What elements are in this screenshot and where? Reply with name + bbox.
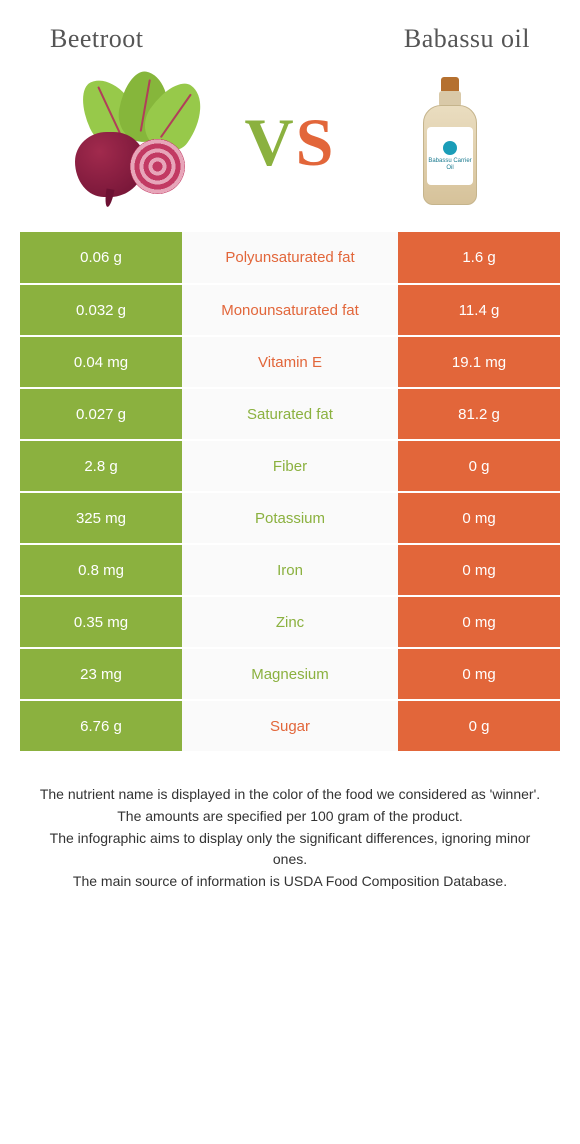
right-value: 11.4 g xyxy=(398,284,560,336)
table-row: 0.06 gPolyunsaturated fat1.6 g xyxy=(20,232,560,284)
vs-label: VS xyxy=(245,103,336,182)
left-value: 0.8 mg xyxy=(20,544,182,596)
nutrient-label: Magnesium xyxy=(182,648,398,700)
left-value: 325 mg xyxy=(20,492,182,544)
right-value: 81.2 g xyxy=(398,388,560,440)
footer-line: The nutrient name is displayed in the co… xyxy=(35,784,545,805)
table-row: 0.04 mgVitamin E19.1 mg xyxy=(20,336,560,388)
babassu-oil-image: Babassu Carrier Oil xyxy=(370,82,530,202)
nutrient-label: Potassium xyxy=(182,492,398,544)
table-row: 23 mgMagnesium0 mg xyxy=(20,648,560,700)
left-value: 0.027 g xyxy=(20,388,182,440)
infographic-container: Beetroot Babassu oil VS Babassu Carrier … xyxy=(0,0,580,1144)
left-value: 2.8 g xyxy=(20,440,182,492)
vs-v: V xyxy=(245,104,296,180)
right-food-title: Babassu oil xyxy=(404,24,530,54)
left-value: 6.76 g xyxy=(20,700,182,752)
table-row: 2.8 gFiber0 g xyxy=(20,440,560,492)
footer-notes: The nutrient name is displayed in the co… xyxy=(20,783,560,893)
footer-line: The main source of information is USDA F… xyxy=(35,871,545,892)
right-value: 19.1 mg xyxy=(398,336,560,388)
nutrient-label: Sugar xyxy=(182,700,398,752)
right-value: 1.6 g xyxy=(398,232,560,284)
hero-row: VS Babassu Carrier Oil xyxy=(20,62,560,232)
footer-line: The infographic aims to display only the… xyxy=(35,828,545,870)
table-row: 0.027 gSaturated fat81.2 g xyxy=(20,388,560,440)
vs-s: S xyxy=(296,104,336,180)
nutrient-label: Iron xyxy=(182,544,398,596)
nutrient-label: Zinc xyxy=(182,596,398,648)
left-value: 0.35 mg xyxy=(20,596,182,648)
footer-line: The amounts are specified per 100 gram o… xyxy=(35,806,545,827)
nutrient-label: Saturated fat xyxy=(182,388,398,440)
left-value: 23 mg xyxy=(20,648,182,700)
table-row: 0.35 mgZinc0 mg xyxy=(20,596,560,648)
nutrient-label: Fiber xyxy=(182,440,398,492)
right-value: 0 g xyxy=(398,700,560,752)
left-value: 0.032 g xyxy=(20,284,182,336)
right-value: 0 mg xyxy=(398,544,560,596)
left-value: 0.06 g xyxy=(20,232,182,284)
right-value: 0 mg xyxy=(398,492,560,544)
left-value: 0.04 mg xyxy=(20,336,182,388)
header: Beetroot Babassu oil xyxy=(20,24,560,62)
table-row: 0.032 gMonounsaturated fat11.4 g xyxy=(20,284,560,336)
nutrition-table: 0.06 gPolyunsaturated fat1.6 g0.032 gMon… xyxy=(20,232,560,753)
table-row: 0.8 mgIron0 mg xyxy=(20,544,560,596)
nutrient-label: Monounsaturated fat xyxy=(182,284,398,336)
right-value: 0 mg xyxy=(398,596,560,648)
beetroot-image xyxy=(50,82,210,202)
nutrient-label: Polyunsaturated fat xyxy=(182,232,398,284)
table-row: 325 mgPotassium0 mg xyxy=(20,492,560,544)
nutrient-label: Vitamin E xyxy=(182,336,398,388)
left-food-title: Beetroot xyxy=(50,24,144,54)
right-value: 0 mg xyxy=(398,648,560,700)
right-value: 0 g xyxy=(398,440,560,492)
table-row: 6.76 gSugar0 g xyxy=(20,700,560,752)
